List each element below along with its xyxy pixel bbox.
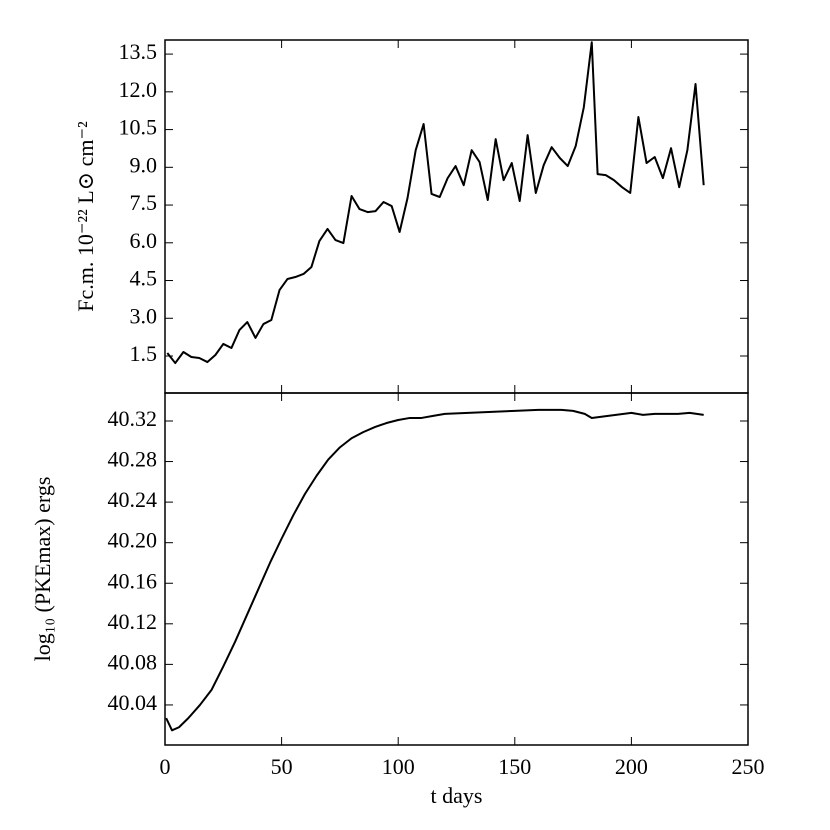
y-axis-label: Fc.m. 10⁻²² L⊙ cm⁻²: [73, 121, 98, 312]
y-tick-label: 40.12: [108, 609, 158, 634]
x-tick-label: 150: [498, 754, 531, 779]
y-tick-label: 40.28: [108, 447, 158, 472]
y-tick-label: 1.5: [130, 341, 158, 366]
axes-frame: [164, 39, 749, 394]
y-tick-label: 40.24: [108, 487, 158, 512]
y-tick-label: 40.16: [108, 568, 158, 593]
y-tick-label: 10.5: [119, 115, 158, 140]
data-line: [166, 41, 705, 365]
y-tick-label: 13.5: [119, 39, 158, 64]
x-tick-label: 200: [615, 754, 648, 779]
x-tick-label: 250: [732, 754, 765, 779]
y-axis-label: log₁₀ (PKEmax) ergs: [30, 477, 55, 662]
x-axis-label: t days: [431, 783, 483, 808]
y-tick-label: 9.0: [130, 152, 158, 177]
y-tick-label: 6.0: [130, 228, 158, 253]
data-line: [165, 408, 704, 732]
y-tick-label: 40.20: [108, 528, 158, 553]
x-tick-label: 50: [271, 754, 293, 779]
y-tick-label: 40.32: [108, 406, 158, 431]
y-tick-label: 40.08: [108, 649, 158, 674]
y-tick-label: 7.5: [130, 190, 158, 215]
x-tick-label: 100: [382, 754, 415, 779]
y-tick-label: 3.0: [130, 303, 158, 328]
x-tick-label: 0: [160, 754, 171, 779]
y-tick-label: 40.04: [108, 690, 158, 715]
y-tick-label: 12.0: [119, 77, 158, 102]
axes-frame: [164, 392, 749, 746]
y-tick-label: 4.5: [130, 266, 158, 291]
